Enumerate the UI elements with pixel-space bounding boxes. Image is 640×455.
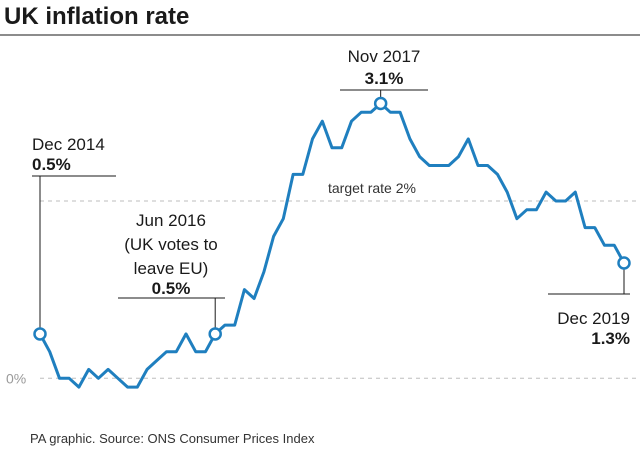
y-tick-label: 0% [6,370,26,386]
annotation-value: 3.1% [365,69,404,88]
data-point-marker [617,256,631,270]
annotation-label: Jun 2016 [136,211,206,230]
annotation-label: Dec 2014 [32,135,105,154]
data-point-marker [33,327,47,341]
inflation-line [38,102,626,389]
annotation-label: (UK votes to [124,235,218,254]
chart-title: UK inflation rate [4,3,189,30]
annotation-value: 0.5% [152,279,191,298]
annotation-value: 1.3% [591,329,630,348]
annotation-label: leave EU) [134,259,209,278]
target-rate-label: target rate 2% [328,180,416,196]
annotation-label: Dec 2019 [557,309,630,328]
data-point-marker [208,327,222,341]
source-note: PA graphic. Source: ONS Consumer Prices … [30,431,315,446]
data-point-marker [373,96,388,111]
annotation-label: Nov 2017 [348,47,421,66]
annotation-value: 0.5% [32,155,71,174]
